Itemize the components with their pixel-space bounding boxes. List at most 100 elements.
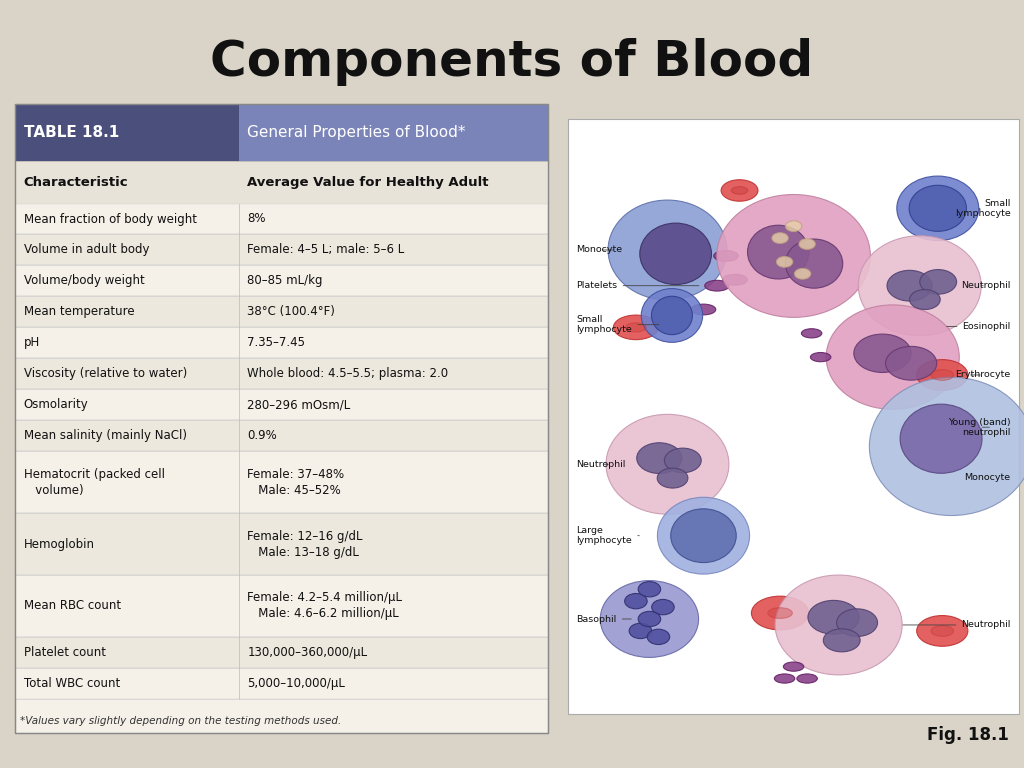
Text: Mean RBC count: Mean RBC count <box>24 600 121 613</box>
Ellipse shape <box>651 599 674 614</box>
Text: Mean fraction of body weight: Mean fraction of body weight <box>24 213 197 226</box>
Text: 5,000–10,000/μL: 5,000–10,000/μL <box>247 677 345 690</box>
Text: Mean temperature: Mean temperature <box>24 306 134 319</box>
Text: Erythrocyte: Erythrocyte <box>955 370 1011 379</box>
Text: 7.35–7.45: 7.35–7.45 <box>247 336 305 349</box>
Ellipse shape <box>705 280 729 291</box>
Text: Neutrophil: Neutrophil <box>577 460 626 468</box>
Text: Platelets: Platelets <box>577 281 698 290</box>
Text: Components of Blood: Components of Blood <box>210 38 814 87</box>
FancyBboxPatch shape <box>15 204 548 234</box>
Text: Hemoglobin: Hemoglobin <box>24 538 94 551</box>
FancyBboxPatch shape <box>15 104 239 161</box>
Text: Eosinophil: Eosinophil <box>947 322 1011 331</box>
Text: 0.9%: 0.9% <box>247 429 276 442</box>
Text: Viscosity (relative to water): Viscosity (relative to water) <box>24 367 186 380</box>
Ellipse shape <box>887 270 932 301</box>
Ellipse shape <box>854 334 911 372</box>
FancyBboxPatch shape <box>15 575 548 637</box>
Ellipse shape <box>916 616 968 647</box>
Ellipse shape <box>772 233 788 243</box>
Text: Platelet count: Platelet count <box>24 646 105 659</box>
Text: pH: pH <box>24 336 40 349</box>
Text: Average Value for Healthy Adult: Average Value for Healthy Adult <box>247 176 488 189</box>
Ellipse shape <box>823 629 860 652</box>
Text: Whole blood: 4.5–5.5; plasma: 2.0: Whole blood: 4.5–5.5; plasma: 2.0 <box>247 367 449 380</box>
Text: Female: 12–16 g/dL
   Male: 13–18 g/dL: Female: 12–16 g/dL Male: 13–18 g/dL <box>247 530 362 558</box>
Text: Female: 37–48%
   Male: 45–52%: Female: 37–48% Male: 45–52% <box>247 468 344 497</box>
Text: Mean salinity (mainly NaCl): Mean salinity (mainly NaCl) <box>24 429 186 442</box>
Ellipse shape <box>909 290 940 310</box>
Ellipse shape <box>613 315 658 339</box>
Ellipse shape <box>600 581 698 657</box>
FancyBboxPatch shape <box>15 668 548 699</box>
Ellipse shape <box>752 596 809 630</box>
Text: Female: 4–5 L; male: 5–6 L: Female: 4–5 L; male: 5–6 L <box>247 243 404 257</box>
Ellipse shape <box>638 611 660 627</box>
Ellipse shape <box>657 468 688 488</box>
Ellipse shape <box>826 305 959 409</box>
FancyBboxPatch shape <box>15 234 548 266</box>
Ellipse shape <box>931 369 953 380</box>
FancyBboxPatch shape <box>15 420 548 451</box>
FancyBboxPatch shape <box>568 119 1019 714</box>
Text: Monocyte: Monocyte <box>965 472 1011 482</box>
Ellipse shape <box>748 225 809 279</box>
Ellipse shape <box>657 498 750 574</box>
FancyBboxPatch shape <box>15 389 548 420</box>
Ellipse shape <box>640 223 712 285</box>
FancyBboxPatch shape <box>15 513 548 575</box>
Text: *Values vary slightly depending on the testing methods used.: *Values vary slightly depending on the t… <box>20 716 342 726</box>
FancyBboxPatch shape <box>15 451 548 513</box>
Ellipse shape <box>651 296 692 335</box>
Text: 280–296 mOsm/L: 280–296 mOsm/L <box>247 399 350 411</box>
Ellipse shape <box>714 250 738 261</box>
FancyBboxPatch shape <box>15 327 548 359</box>
Ellipse shape <box>776 257 793 267</box>
Text: Small
lymphocyte: Small lymphocyte <box>955 199 1011 218</box>
FancyBboxPatch shape <box>15 104 548 733</box>
Text: Fig. 18.1: Fig. 18.1 <box>927 726 1009 743</box>
Ellipse shape <box>802 329 822 338</box>
Ellipse shape <box>931 625 953 636</box>
Ellipse shape <box>909 185 967 231</box>
Text: Large
lymphocyte: Large lymphocyte <box>577 526 639 545</box>
Text: Osmolarity: Osmolarity <box>24 399 88 411</box>
Ellipse shape <box>637 442 682 473</box>
FancyBboxPatch shape <box>239 104 548 161</box>
Text: General Properties of Blood*: General Properties of Blood* <box>247 125 466 140</box>
Ellipse shape <box>897 176 979 240</box>
Ellipse shape <box>797 674 817 684</box>
Ellipse shape <box>920 270 956 294</box>
Ellipse shape <box>768 607 793 618</box>
Text: Total WBC count: Total WBC count <box>24 677 120 690</box>
Text: 8%: 8% <box>247 213 265 226</box>
Ellipse shape <box>606 415 729 515</box>
Ellipse shape <box>625 594 647 609</box>
Ellipse shape <box>647 629 670 644</box>
Ellipse shape <box>717 194 870 317</box>
Ellipse shape <box>608 200 727 300</box>
Ellipse shape <box>785 239 843 288</box>
Ellipse shape <box>723 274 748 285</box>
Ellipse shape <box>641 289 702 343</box>
Ellipse shape <box>774 674 795 684</box>
Text: Neutrophil: Neutrophil <box>962 281 1011 290</box>
Ellipse shape <box>629 624 651 639</box>
Ellipse shape <box>721 180 758 201</box>
Ellipse shape <box>858 236 981 336</box>
Text: 130,000–360,000/μL: 130,000–360,000/μL <box>247 646 368 659</box>
Ellipse shape <box>638 581 660 597</box>
Ellipse shape <box>671 509 736 562</box>
Ellipse shape <box>691 304 716 315</box>
Text: Small
lymphocyte: Small lymphocyte <box>577 315 658 334</box>
Text: Monocyte: Monocyte <box>577 246 623 254</box>
Ellipse shape <box>869 377 1024 515</box>
Ellipse shape <box>731 187 748 194</box>
Text: Basophil: Basophil <box>577 614 631 624</box>
Text: Female: 4.2–5.4 million/μL
   Male: 4.6–6.2 million/μL: Female: 4.2–5.4 million/μL Male: 4.6–6.2… <box>247 591 402 621</box>
Ellipse shape <box>795 269 811 280</box>
Text: 38°C (100.4°F): 38°C (100.4°F) <box>247 306 335 319</box>
Text: Young (band)
neutrophil: Young (band) neutrophil <box>948 418 1011 437</box>
Ellipse shape <box>808 601 859 634</box>
